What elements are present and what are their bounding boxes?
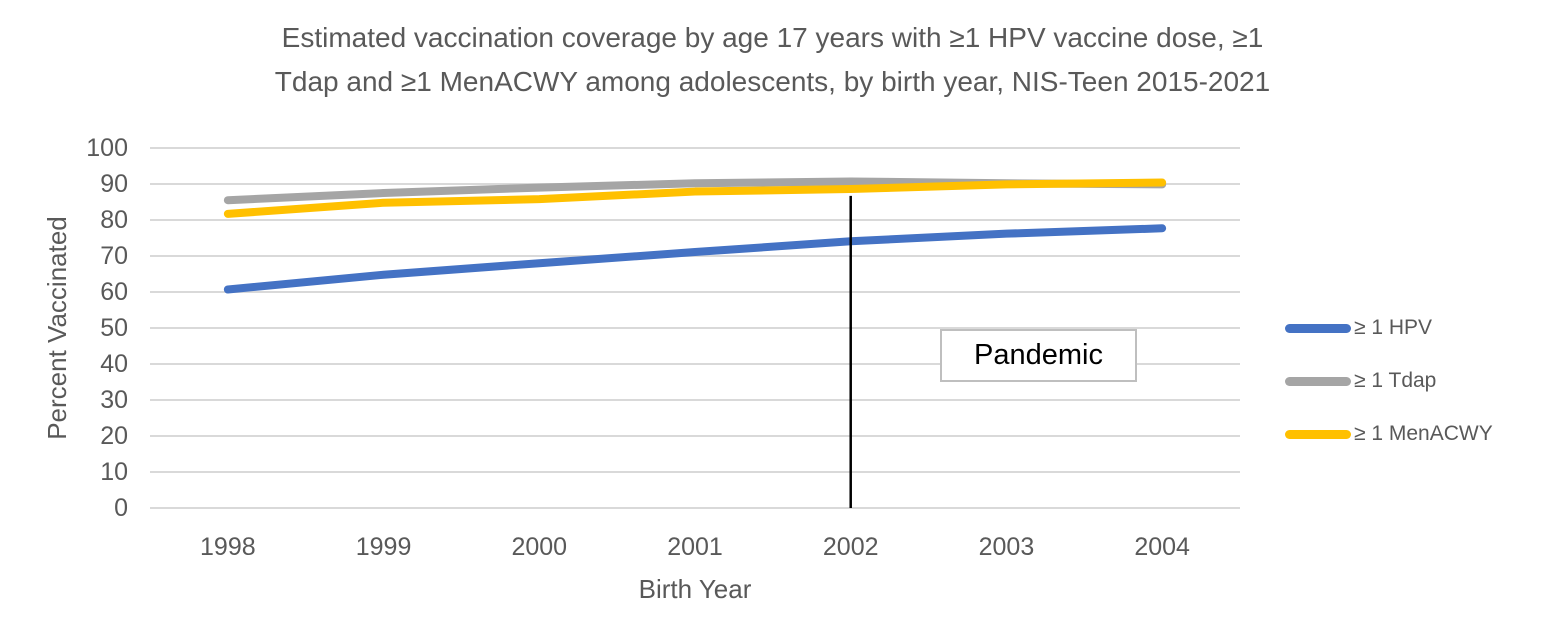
x-tick-label-2001: 2001: [667, 533, 723, 561]
legend-swatch-icon: [1285, 429, 1351, 439]
x-tick-label-2003: 2003: [978, 533, 1035, 561]
y-tick-label-0: 0: [114, 494, 128, 522]
x-tick-label-1999: 1999: [355, 533, 412, 561]
chart-title-line-2: Tdap and ≥1 MenACWY among adolescents, b…: [274, 66, 1271, 97]
x-tick-label-1998: 1998: [200, 533, 256, 561]
legend-label: ≥ 1 MenACWY: [1354, 422, 1493, 445]
legend-item-0: ≥ 1 HPV: [1285, 316, 1493, 339]
y-tick-label-40: 40: [100, 350, 128, 378]
legend-item-2: ≥ 1 MenACWY: [1285, 422, 1493, 445]
y-tick-label-80: 80: [100, 206, 128, 234]
x-tick-label-2000: 2000: [511, 533, 568, 561]
chart-title-line-1: Estimated vaccination coverage by age 17…: [281, 22, 1264, 53]
y-tick-label-50: 50: [100, 314, 128, 342]
y-tick-label-10: 10: [100, 458, 128, 486]
pandemic-annotation-label: Pandemic: [974, 339, 1103, 371]
y-tick-label-90: 90: [100, 170, 128, 198]
x-axis-title: Birth Year: [638, 574, 752, 604]
x-tick-label-2004: 2004: [1134, 533, 1190, 561]
legend: ≥ 1 HPV ≥ 1 Tdap ≥ 1 MenACWY: [1285, 316, 1493, 445]
y-tick-label-70: 70: [100, 242, 128, 270]
series-line-2: [223, 178, 1167, 218]
legend-item-1: ≥ 1 Tdap: [1285, 369, 1493, 392]
y-tick-label-20: 20: [100, 422, 128, 450]
legend-swatch-icon: [1285, 376, 1351, 386]
series-line-0: [223, 224, 1167, 294]
legend-label: ≥ 1 Tdap: [1354, 369, 1437, 392]
y-tick-label-30: 30: [100, 386, 128, 414]
legend-swatch-icon: [1285, 323, 1351, 333]
legend-label: ≥ 1 HPV: [1354, 316, 1433, 339]
pandemic-annotation-box: Pandemic: [940, 329, 1137, 382]
y-tick-label-60: 60: [100, 278, 128, 306]
x-tick-label-2002: 2002: [822, 533, 879, 561]
chart-title: Estimated vaccination coverage by age 17…: [0, 16, 1545, 104]
y-tick-label-100: 100: [86, 134, 128, 162]
